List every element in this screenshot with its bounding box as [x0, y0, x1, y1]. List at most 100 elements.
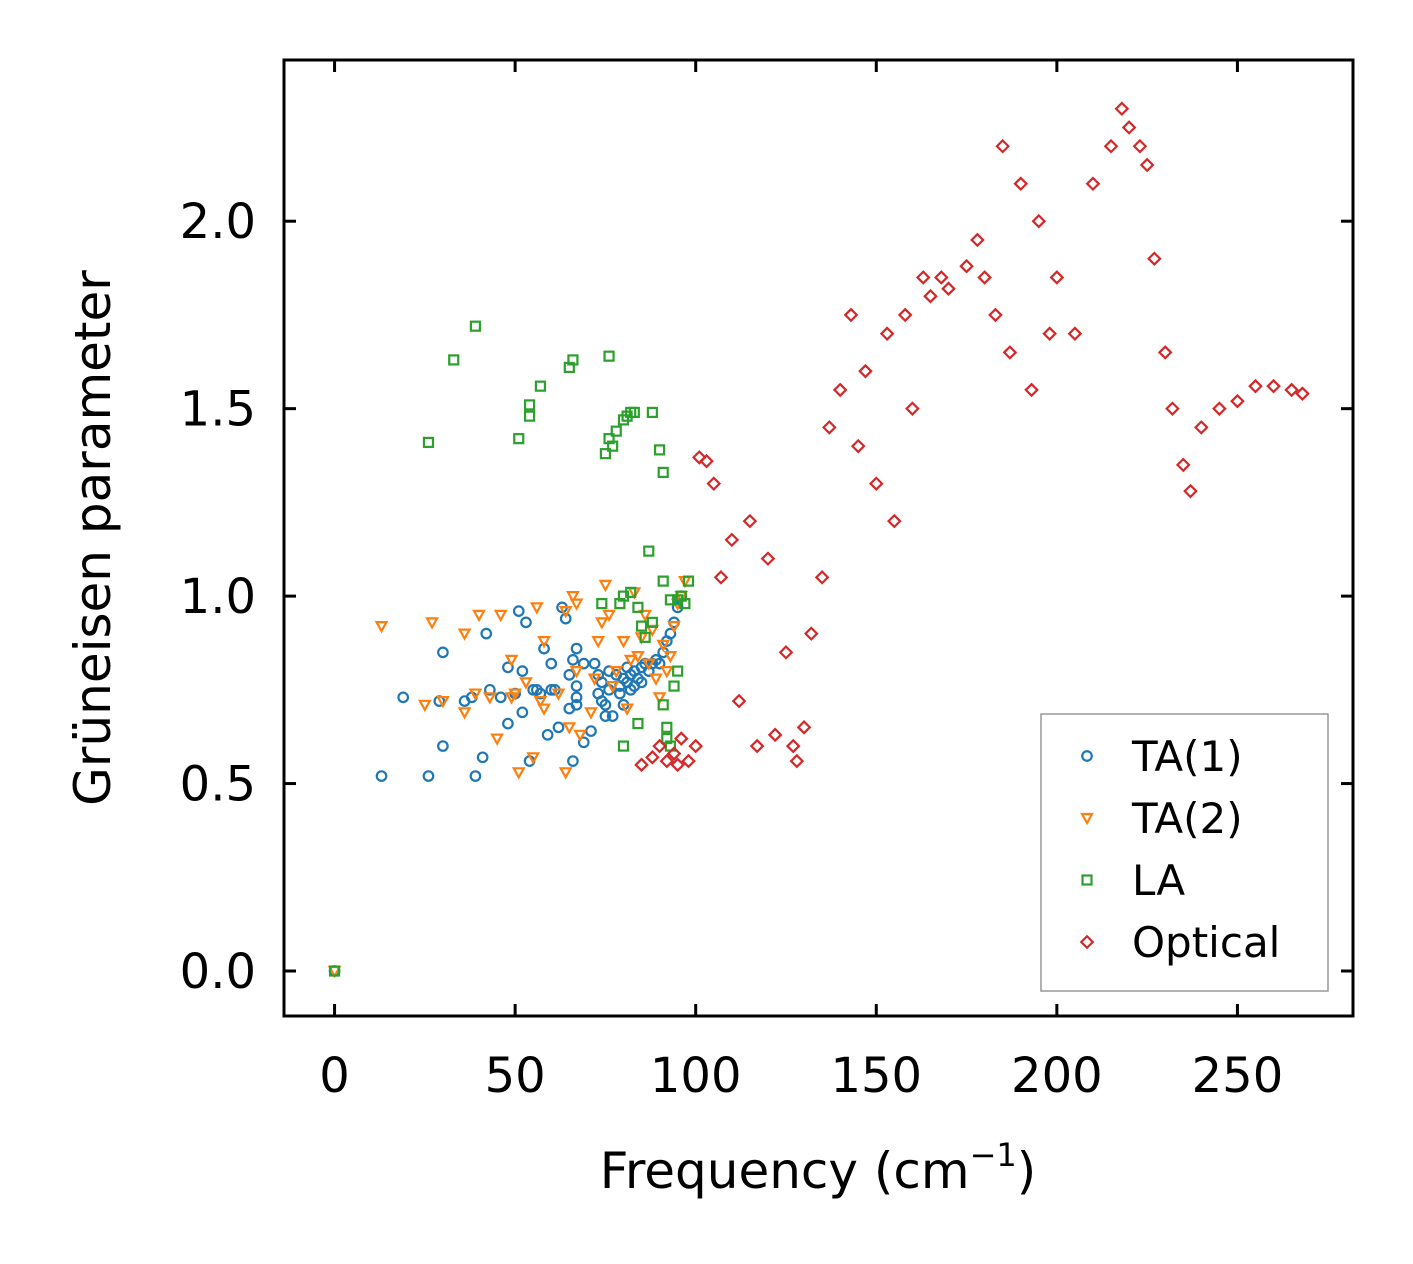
data-point [599, 448, 612, 460]
data-point [635, 620, 648, 632]
data-point [688, 738, 704, 754]
data-point [646, 406, 658, 419]
data-point [1114, 101, 1130, 117]
data-point [476, 751, 489, 764]
data-point [1103, 138, 1119, 154]
data-point [663, 650, 678, 664]
legend-marker [1079, 934, 1095, 950]
data-point [724, 532, 740, 548]
series-ta-1 [328, 590, 688, 977]
data-point [1067, 326, 1083, 341]
data-point [570, 691, 583, 704]
data-point [905, 401, 920, 416]
plot-points [327, 101, 1310, 979]
data-point [519, 677, 533, 690]
data-point [988, 307, 1003, 323]
data-point [552, 721, 565, 734]
data-point [598, 579, 613, 593]
data-point [915, 270, 931, 285]
data-point [1139, 157, 1155, 173]
data-point [599, 710, 612, 722]
data-point [653, 444, 666, 456]
data-point [858, 363, 873, 379]
data-point [1049, 270, 1065, 285]
data-point [681, 753, 696, 769]
data-point [632, 717, 644, 730]
data-point [785, 738, 801, 754]
y-axis-label: Grüneisen parameter [64, 270, 122, 806]
data-point [573, 729, 588, 743]
data-point [587, 673, 602, 686]
data-point [537, 703, 551, 716]
legend-item: TA(1) [1081, 732, 1243, 781]
data-point [567, 653, 579, 666]
data-point [897, 307, 913, 323]
data-point [523, 410, 536, 422]
data-point [493, 609, 508, 623]
data-point [375, 770, 388, 782]
data-point [511, 767, 526, 780]
plot-frame [282, 58, 1355, 1018]
x-tick-label: 100 [650, 1048, 742, 1104]
data-point [570, 680, 583, 692]
data-point [668, 680, 680, 692]
data-point [1024, 382, 1039, 398]
data-point [1147, 251, 1162, 267]
legend-item: LA [1081, 856, 1185, 905]
data-point [422, 770, 435, 782]
data-point [632, 601, 644, 613]
data-point [1132, 138, 1148, 154]
data-point [652, 692, 667, 705]
data-point [631, 650, 645, 664]
data-point [638, 609, 653, 623]
data-point [661, 721, 673, 733]
data-point [656, 639, 671, 653]
data-point [850, 438, 866, 454]
data-point [667, 621, 681, 634]
data-point [422, 436, 435, 448]
data-point [628, 406, 640, 419]
data-point [1042, 326, 1057, 341]
data-point [666, 746, 682, 761]
data-point [731, 693, 747, 709]
data-point [1212, 401, 1227, 416]
data-point [591, 635, 606, 649]
data-point [868, 476, 884, 491]
data-point [417, 699, 432, 713]
data-point [610, 425, 622, 437]
legend-item: Optical [1079, 918, 1280, 967]
data-point [468, 688, 483, 701]
data-point [959, 258, 974, 274]
data-point [437, 646, 449, 659]
legend-label: TA(1) [1131, 732, 1243, 781]
data-point [437, 740, 449, 752]
legend-marker [1080, 812, 1094, 826]
data-point [484, 683, 496, 696]
data-point [623, 654, 638, 668]
data-point [504, 654, 519, 668]
data-point [652, 738, 667, 754]
data-point [577, 657, 590, 670]
data-point [523, 399, 536, 411]
data-point [425, 617, 439, 630]
data-point [482, 692, 497, 705]
data-point [1194, 420, 1209, 435]
series-ta-2 [327, 576, 692, 979]
data-point [616, 635, 631, 649]
data-point [653, 657, 666, 670]
data-point [1284, 382, 1299, 398]
data-point [923, 288, 938, 304]
x-tick-label: 0 [319, 1048, 350, 1104]
data-point [513, 433, 525, 445]
data-point [469, 320, 482, 332]
data-point [596, 598, 608, 610]
legend: TA(1) TA(2) LA Optical [1040, 713, 1329, 992]
data-point [569, 665, 584, 679]
data-point [659, 665, 674, 679]
data-point [584, 707, 598, 720]
data-point [634, 757, 649, 773]
y-tick-label: 2.0 [180, 194, 256, 250]
data-point [533, 695, 548, 709]
data-point [760, 551, 776, 566]
data-point [606, 710, 619, 722]
